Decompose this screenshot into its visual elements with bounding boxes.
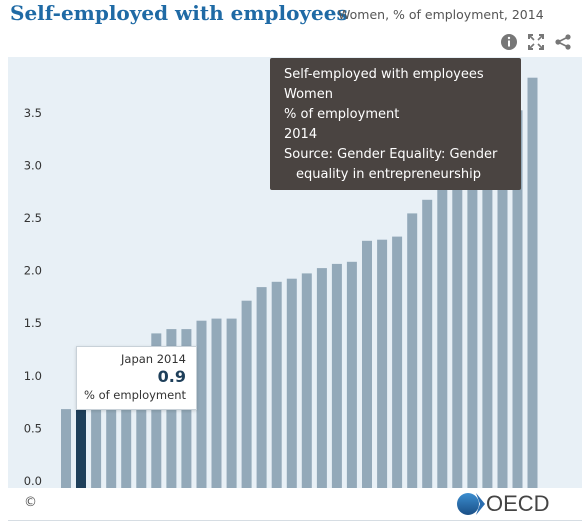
chart-header: Self-employed with employees Women, % of…	[0, 0, 582, 56]
y-tick-label: 0.0	[24, 474, 42, 488]
bar[interactable]	[211, 318, 222, 488]
bar[interactable]	[467, 153, 478, 489]
tooltip-line-source: Source: Gender Equality: Gender	[284, 147, 498, 162]
bar[interactable]	[527, 77, 538, 488]
y-tick-label: 1.5	[24, 316, 42, 330]
oecd-logo-icon	[457, 493, 485, 515]
bar[interactable]	[61, 409, 71, 488]
tooltip-line-year: 2014	[284, 127, 318, 142]
bar[interactable]	[377, 239, 388, 488]
bar[interactable]	[497, 134, 508, 489]
bar[interactable]	[151, 333, 162, 488]
bar[interactable]	[316, 268, 327, 488]
oecd-brand-text: OECD	[486, 491, 550, 516]
point-tooltip: Japan 2014 0.9 % of employment	[76, 346, 197, 410]
tooltip-line-sex: Women	[284, 87, 333, 102]
bar[interactable]	[106, 372, 117, 488]
bar[interactable]	[407, 213, 418, 488]
bar[interactable]	[286, 278, 297, 488]
bar[interactable]	[437, 177, 448, 488]
bar[interactable]	[482, 151, 493, 488]
expand-icon[interactable]	[527, 33, 545, 51]
point-tooltip-title: Japan 2014	[121, 352, 186, 366]
tooltip-line-source-cont: equality in entrepreneurship	[296, 167, 481, 182]
y-axis: 0.0 0.5 1.0 1.5 2.0 2.5 3.0 3.5	[24, 106, 42, 488]
bar[interactable]	[256, 287, 267, 488]
bar-highlighted[interactable]	[76, 393, 86, 488]
bar[interactable]	[512, 110, 523, 489]
tooltip-line-indicator: Self-employed with employees	[284, 67, 484, 82]
bar[interactable]	[121, 361, 132, 488]
point-tooltip-value: 0.9	[157, 367, 186, 386]
tooltip-line-unit: % of employment	[284, 107, 400, 122]
point-tooltip-unit: % of employment	[83, 388, 186, 402]
chart-title: Self-employed with employees	[10, 1, 348, 25]
y-tick-label: 2.0	[24, 264, 42, 278]
bars-group	[61, 77, 538, 489]
bar[interactable]	[136, 351, 147, 488]
bar[interactable]	[422, 199, 433, 489]
bar[interactable]	[226, 318, 237, 488]
y-tick-label: 0.5	[24, 421, 42, 435]
footer-divider	[8, 520, 582, 521]
bar[interactable]	[392, 236, 403, 488]
copyright-symbol: ©	[24, 495, 37, 510]
bar[interactable]	[346, 261, 357, 488]
chart-toolbar	[0, 33, 582, 51]
y-tick-label: 1.0	[24, 369, 42, 383]
source-tooltip: Self-employed with employees Women % of …	[270, 58, 521, 190]
bar[interactable]	[301, 273, 312, 488]
bar[interactable]	[196, 320, 207, 488]
y-tick-label: 3.5	[24, 106, 42, 120]
bar[interactable]	[331, 263, 342, 488]
bar[interactable]	[271, 281, 282, 488]
bar[interactable]	[241, 300, 252, 488]
bar[interactable]	[362, 240, 372, 488]
info-icon[interactable]	[500, 33, 518, 51]
y-tick-label: 3.0	[24, 158, 42, 172]
bar[interactable]	[91, 382, 102, 488]
bar[interactable]	[452, 170, 463, 489]
share-icon[interactable]	[554, 33, 572, 51]
oecd-logo[interactable]: OECD	[456, 490, 576, 518]
y-tick-label: 2.5	[24, 211, 42, 225]
chart-subtitle: Women, % of employment, 2014	[338, 7, 544, 22]
